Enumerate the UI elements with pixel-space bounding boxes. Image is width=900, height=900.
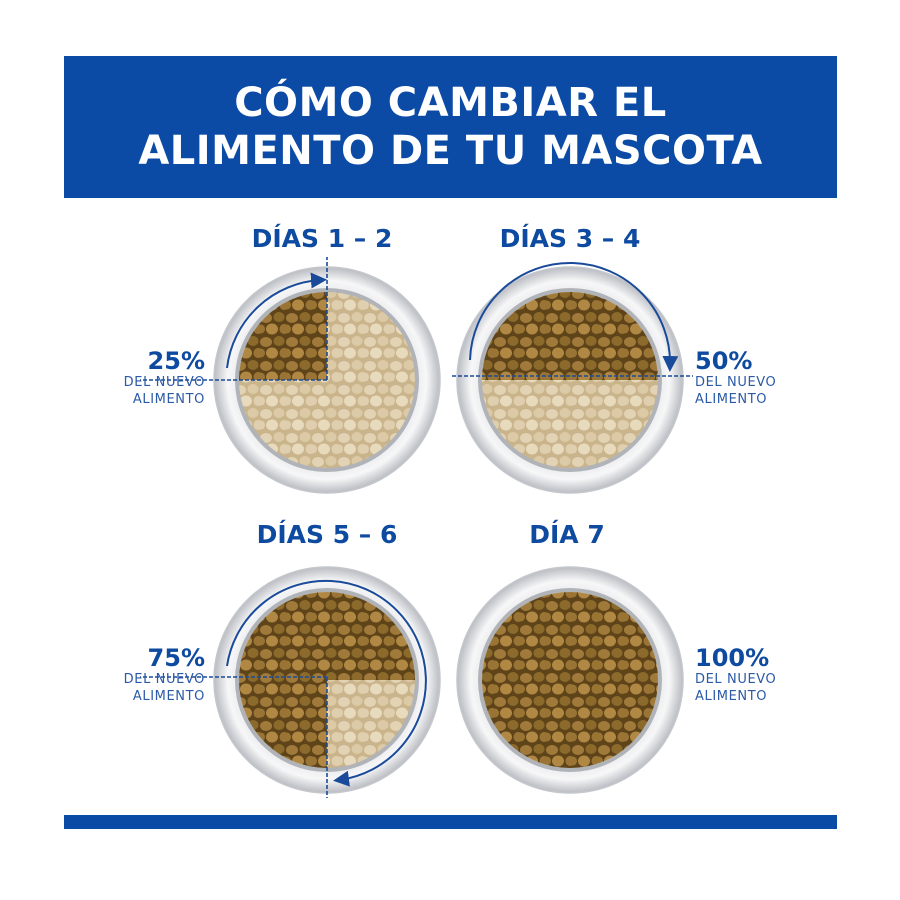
bowl-step-1 xyxy=(140,257,441,494)
title-line-2: ALIMENTO DE TU MASCOTA xyxy=(138,128,763,174)
step-3-heading: DÍAS 5 – 6 xyxy=(256,520,398,549)
title-banner: CÓMO CAMBIAR EL ALIMENTO DE TU MASCOTA xyxy=(64,56,837,198)
title-line-1: CÓMO CAMBIAR EL xyxy=(234,80,667,126)
bowl-step-3 xyxy=(140,566,441,798)
step-4-percent: 100% xyxy=(695,644,770,672)
step-2-percent: 50% xyxy=(695,347,753,375)
step-4-label: 100% DEL NUEVO ALIMENTO xyxy=(695,645,855,705)
bowl-step-2 xyxy=(452,262,693,494)
step-1-percent: 25% xyxy=(147,347,205,375)
bowl-step-4 xyxy=(456,566,684,794)
step-4-line1: DEL NUEVO xyxy=(695,672,777,687)
step-2-line1: DEL NUEVO xyxy=(695,375,777,390)
step-3-line1: DEL NUEVO xyxy=(123,672,205,687)
new-food xyxy=(482,292,658,380)
step-2-heading: DÍAS 3 – 4 xyxy=(499,224,641,253)
step-4-line2: ALIMENTO xyxy=(695,689,768,704)
arrow-icon xyxy=(469,262,679,372)
step-2-label: 50% DEL NUEVO ALIMENTO xyxy=(695,348,855,408)
step-1-line1: DEL NUEVO xyxy=(123,375,205,390)
step-2-line2: ALIMENTO xyxy=(695,392,768,407)
step-1-label: 25% DEL NUEVO ALIMENTO xyxy=(45,348,205,408)
arrow-icon xyxy=(226,579,427,787)
step-4-heading: DÍA 7 xyxy=(529,520,605,549)
step-3-line2: ALIMENTO xyxy=(132,689,205,704)
step-3-label: 75% DEL NUEVO ALIMENTO xyxy=(45,645,205,705)
step-1-heading: DÍAS 1 – 2 xyxy=(251,224,393,253)
bottom-bar xyxy=(64,815,837,829)
arrow-icon xyxy=(226,272,327,369)
new-food xyxy=(482,592,658,768)
step-3-percent: 75% xyxy=(147,644,205,672)
step-1-line2: ALIMENTO xyxy=(132,392,205,407)
